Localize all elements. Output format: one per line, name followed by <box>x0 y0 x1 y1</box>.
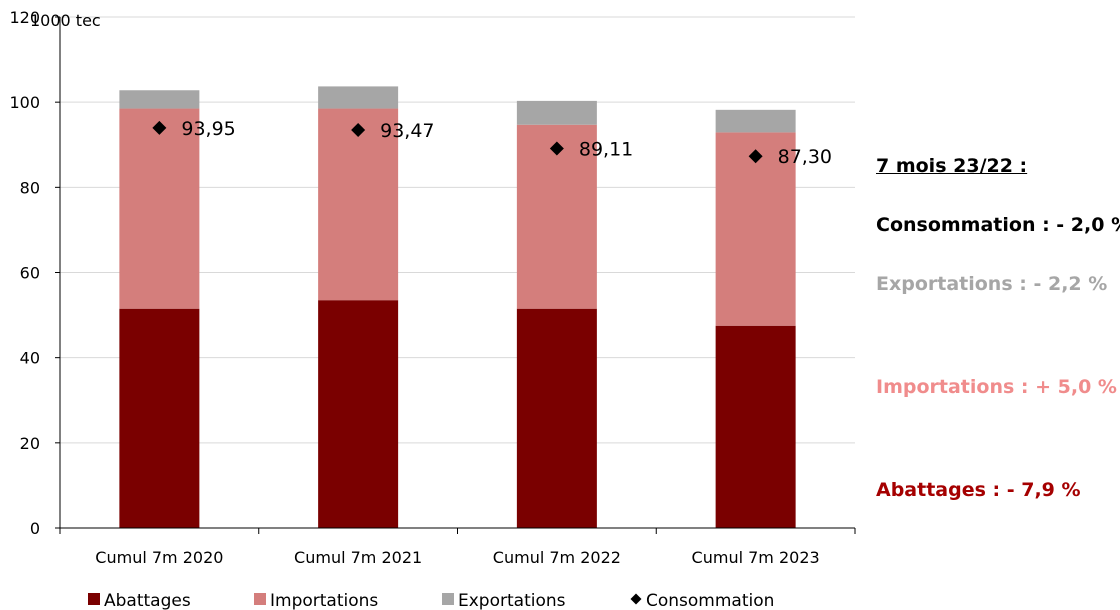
legend: Abattages Importations Exportations Consomm… <box>88 591 774 610</box>
x-tick-label: Cumul 7m 2021 <box>294 548 422 567</box>
consommation-marker <box>549 141 564 156</box>
consommation-marker <box>748 149 763 164</box>
legend-swatch-abattages <box>88 593 100 605</box>
bar-exportations-2 <box>318 86 399 109</box>
bar-importations-2 <box>318 108 399 301</box>
bars <box>119 86 796 528</box>
consommation-data-label: 89,11 <box>579 139 633 161</box>
consommation-data-label: 93,47 <box>380 120 434 142</box>
bar-exportations-3 <box>516 100 597 125</box>
consommation-data-label: 93,95 <box>181 118 235 140</box>
legend-label-exportations: Exportations <box>458 591 566 610</box>
y-tick-label: 40 <box>20 349 40 368</box>
x-tick-label: Cumul 7m 2022 <box>493 548 621 567</box>
y-axis-unit: 1000 tec <box>30 11 101 30</box>
legend-label-importations: Importations <box>270 591 378 610</box>
y-tick-label: 100 <box>9 93 40 112</box>
legend-swatch-exportations <box>442 593 454 605</box>
legend-label-abattages: Abattages <box>104 591 191 610</box>
y-tick-label: 0 <box>30 519 40 538</box>
y-tick-label: 80 <box>20 178 40 197</box>
variation-heading: 7 mois 23/22 : <box>876 155 1028 177</box>
y-tick-label: 20 <box>20 434 40 453</box>
consommation-markers: 93,95 93,47 89,11 87,30 <box>152 118 832 168</box>
bar-exportations-1 <box>119 90 200 109</box>
x-tick-label: Cumul 7m 2023 <box>692 548 820 567</box>
bar-importations-4 <box>715 132 796 326</box>
bar-abattages-1 <box>119 308 200 528</box>
bar-importations-1 <box>119 108 200 309</box>
variation-consommation: Consommation : - 2,0 % <box>876 214 1120 236</box>
bar-abattages-3 <box>516 308 597 528</box>
bar-exportations-4 <box>715 109 796 133</box>
legend-label-consommation: Consommation <box>646 591 774 610</box>
bar-abattages-2 <box>318 300 399 528</box>
consommation-data-label: 87,30 <box>778 146 832 168</box>
legend-swatch-importations <box>254 593 266 605</box>
bar-abattages-4 <box>715 325 796 528</box>
x-tick-label: Cumul 7m 2020 <box>95 548 223 567</box>
variation-abattages: Abattages : - 7,9 % <box>876 479 1081 501</box>
variation-exportations: Exportations : - 2,2 % <box>876 273 1108 295</box>
legend-swatch-consommation <box>630 593 642 605</box>
y-tick-label: 120 <box>9 8 40 27</box>
consommation-marker <box>152 120 167 135</box>
y-tick-label: 60 <box>20 264 40 283</box>
variation-importations: Importations : + 5,0 % <box>876 376 1117 398</box>
consommation-marker <box>351 122 366 137</box>
variation-panel: 7 mois 23/22 : Consommation : - 2,0 % Ex… <box>876 0 1120 610</box>
